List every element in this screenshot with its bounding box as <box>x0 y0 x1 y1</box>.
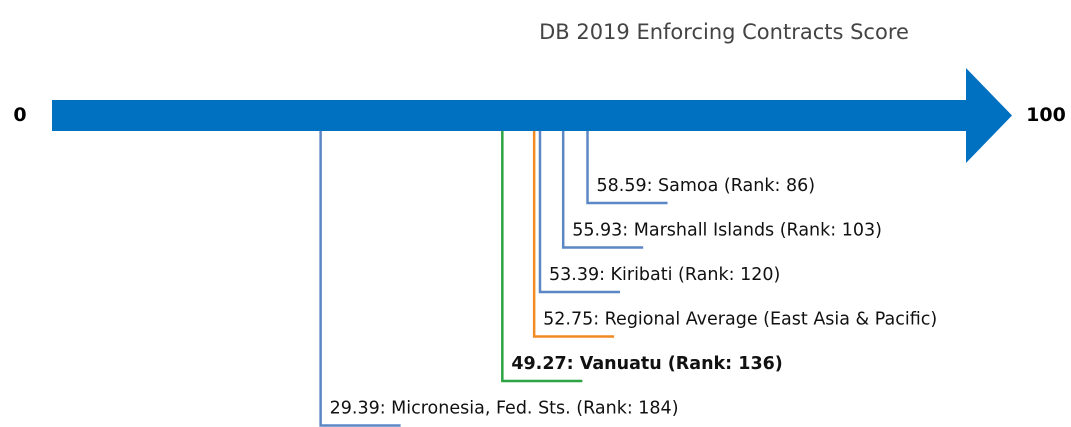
marker-label: 53.39: Kiribati (Rank: 120) <box>549 265 780 285</box>
marker-label: 58.59: Samoa (Rank: 86) <box>597 176 816 196</box>
marker-label: 55.93: Marshall Islands (Rank: 103) <box>572 221 882 241</box>
axis-end-label: 0 <box>13 104 26 126</box>
marker-line <box>561 131 644 249</box>
marker-line <box>538 131 620 294</box>
chart-title: DB 2019 Enforcing Contracts Score <box>539 20 909 44</box>
marker-line <box>501 131 583 383</box>
marker-label: 52.75: Regional Average (East Asia & Pac… <box>543 310 937 330</box>
marker-line <box>532 131 615 338</box>
marker-line <box>319 131 401 427</box>
marker-label: 49.27: Vanuatu (Rank: 136) <box>511 354 782 374</box>
marker-label: 29.39: Micronesia, Fed. Sts. (Rank: 184) <box>330 399 679 419</box>
axis-arrow <box>52 68 1012 163</box>
axis-end-label: 100 <box>1026 104 1066 126</box>
marker-line <box>586 131 668 205</box>
